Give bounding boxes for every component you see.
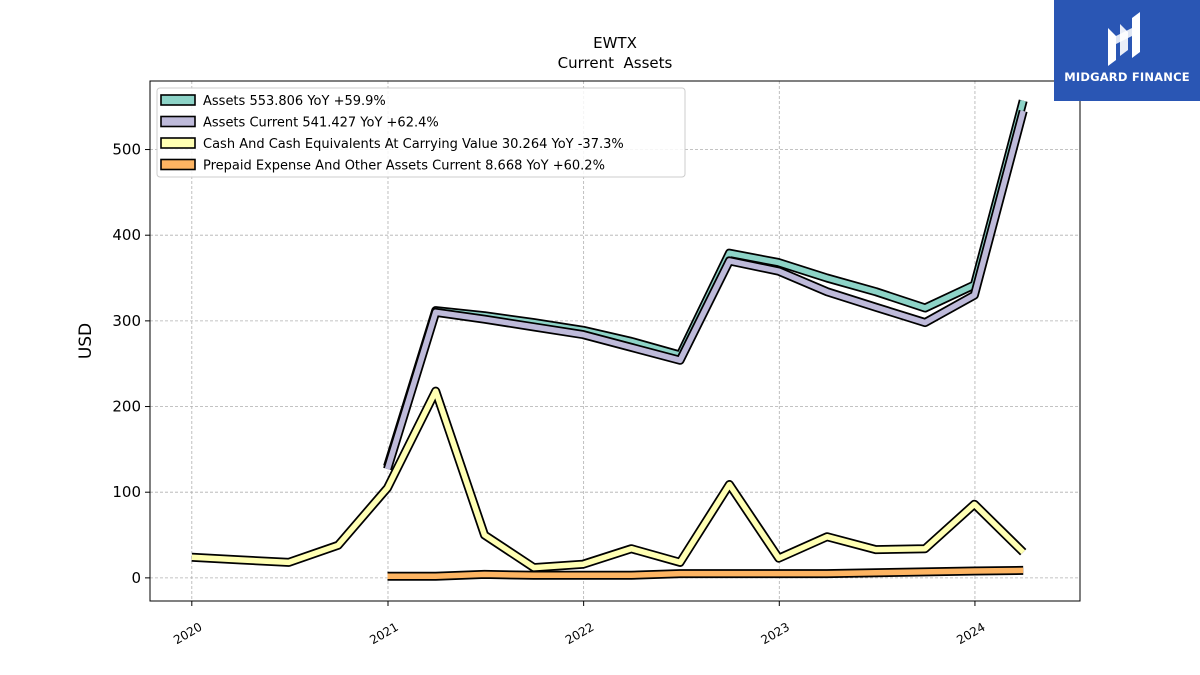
legend-swatch-3 — [160, 158, 196, 171]
brand-logo: MIDGARD FINANCE — [1054, 0, 1200, 101]
legend-label-1: Assets Current 541.427 YoY +62.4% — [203, 116, 439, 131]
y-tick-label: 500 — [112, 141, 141, 159]
x-axis: 2020 2021 2022 2023 2024 — [171, 601, 988, 647]
legend-label-3: Prepaid Expense And Other Assets Current… — [203, 159, 605, 174]
y-axis-label: USD — [76, 323, 96, 359]
y-tick-label: 300 — [112, 312, 141, 330]
legend-label-0: Assets 553.806 YoY +59.9% — [203, 94, 386, 109]
series-layer — [191, 99, 1028, 581]
x-tick-label: 2024 — [954, 620, 987, 647]
chart-subtitle: Current Assets — [558, 54, 673, 72]
legend-box — [156, 87, 686, 178]
legend-swatch-2 — [160, 137, 196, 149]
x-tick-label: 2021 — [367, 620, 400, 647]
legend: Assets 553.806 YoY +59.9% Assets Current … — [156, 87, 686, 178]
x-tick-label: 2023 — [759, 620, 792, 647]
plot-frame — [149, 80, 1081, 602]
series-line-1 — [384, 110, 1026, 470]
y-axis: 0 100 200 300 400 500 — [112, 141, 150, 587]
y-tick-label: 100 — [112, 483, 141, 501]
y-tick-label: 0 — [131, 569, 141, 587]
legend-swatch-1 — [160, 115, 196, 128]
x-tick-label: 2022 — [563, 620, 596, 647]
y-tick-label: 400 — [112, 226, 141, 244]
series-line-2 — [191, 388, 1026, 571]
x-tick-label: 2020 — [171, 620, 204, 647]
chart-title: EWTX — [593, 34, 637, 52]
series-outline-2 — [191, 386, 1027, 573]
logo-text: MIDGARD FINANCE — [1064, 70, 1190, 84]
series-line-3 — [387, 567, 1024, 579]
y-tick-label: 200 — [112, 398, 141, 416]
legend-label-2: Cash And Cash Equivalents At Carrying Va… — [203, 137, 624, 152]
logo-mark-icon — [1108, 12, 1140, 66]
legend-swatch-0 — [160, 94, 196, 106]
